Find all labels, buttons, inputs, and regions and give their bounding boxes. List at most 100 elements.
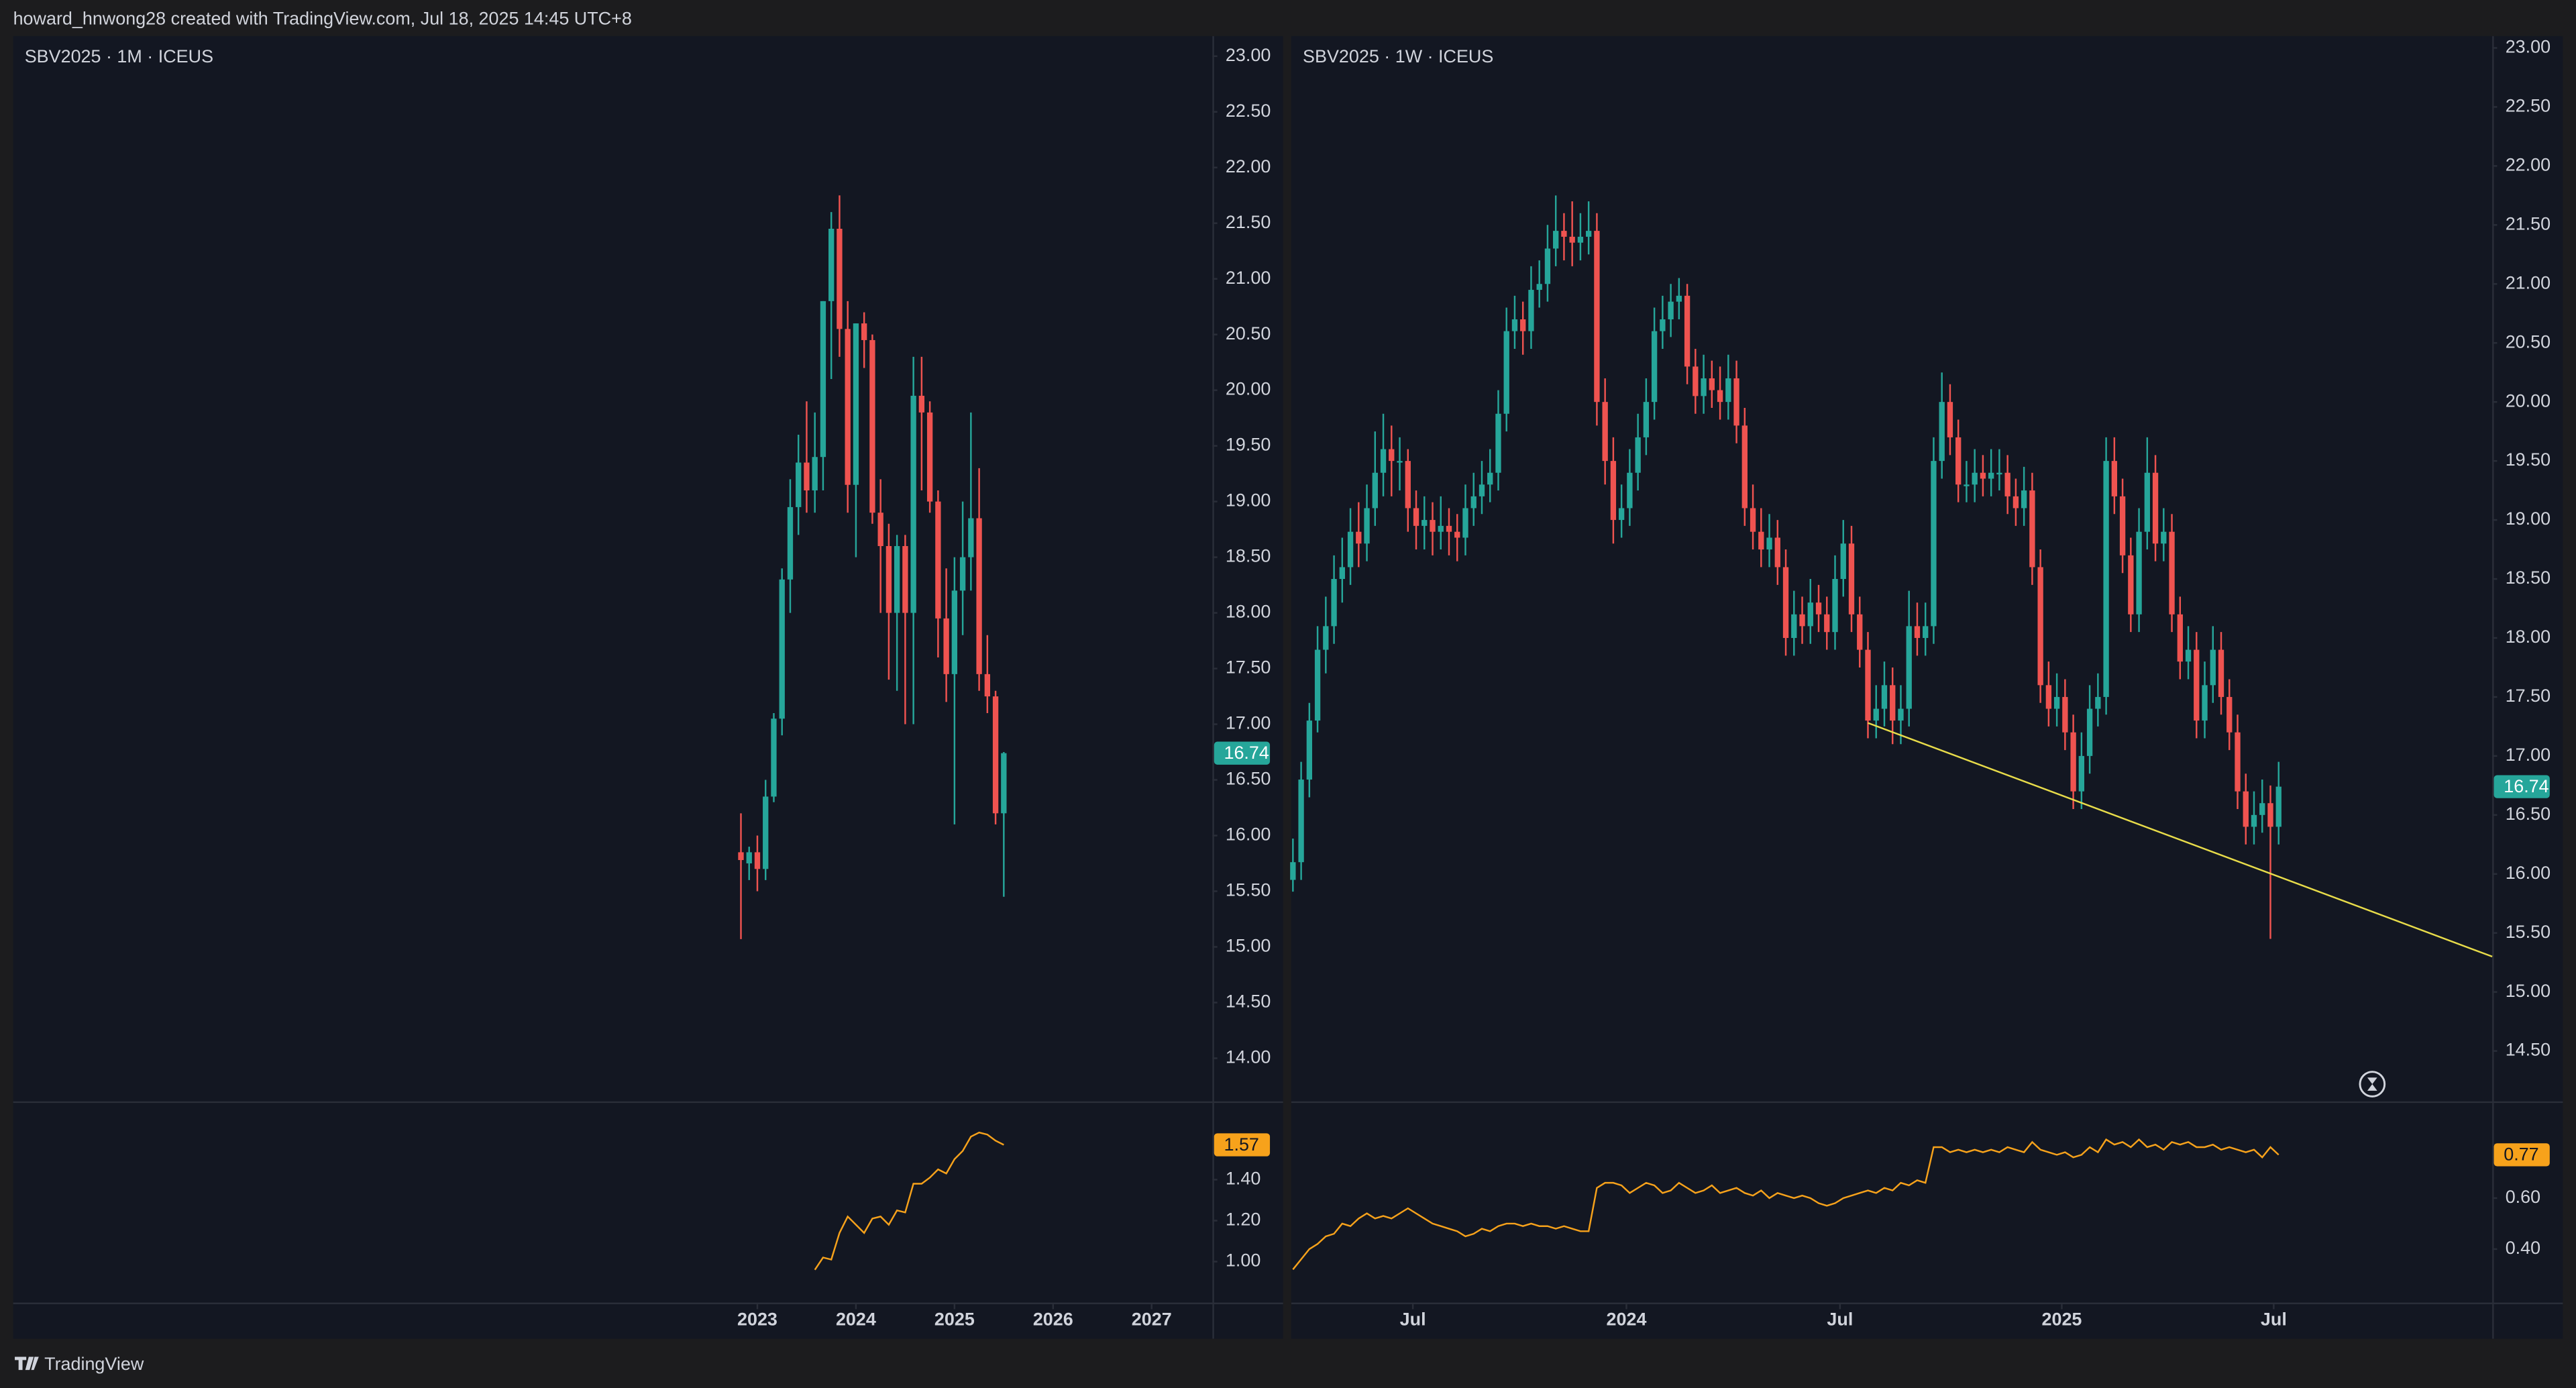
candle-body [1339, 567, 1345, 580]
candle-body [1980, 472, 1986, 479]
candle-body [1364, 508, 1370, 544]
candle-body [820, 301, 826, 458]
candle-body [1733, 378, 1739, 426]
candle-body [2177, 614, 2183, 662]
indicator-line [814, 1131, 1004, 1271]
y-tick-label: 1.40 [1226, 1169, 1260, 1189]
y-tick-label: 21.50 [1226, 212, 1271, 232]
y-tick-label: 16.50 [2506, 804, 2551, 824]
candle-body [1380, 449, 1387, 473]
y-tick-label: 22.00 [2506, 154, 2551, 174]
y-tick-label: 18.50 [1226, 546, 1271, 566]
candle-body [2078, 755, 2085, 792]
candle-body [1290, 862, 1296, 880]
candle-body [1750, 508, 1756, 532]
candle-body [1676, 295, 1682, 302]
candle-body [1618, 508, 1625, 521]
candle-body [1298, 780, 1304, 863]
candle-body [828, 228, 835, 301]
candle-body [2210, 649, 2216, 686]
y-tick-label: 20.50 [1226, 323, 1271, 343]
footer-brand: TradingView [44, 1354, 144, 1374]
last-value-badge [1214, 1133, 1271, 1157]
candle-body [1947, 402, 1953, 437]
candle-body [1544, 248, 1551, 284]
candle-body [2021, 490, 2027, 509]
indicator-line [1292, 1138, 2279, 1271]
candle-body [2004, 472, 2010, 496]
candle-body [2012, 496, 2019, 509]
candle-body [1693, 366, 1699, 396]
candle-body [968, 518, 974, 557]
candle-body [2111, 461, 2118, 496]
candle-body [959, 557, 966, 591]
candle-body [1939, 402, 1945, 462]
candle-body [1454, 531, 1460, 538]
y-tick-label: 15.00 [2506, 981, 2551, 1001]
candle-body [1372, 472, 1378, 509]
candle-body [910, 395, 916, 613]
candle-body [2259, 803, 2265, 815]
candle-body [1577, 236, 1584, 243]
candle-body [787, 506, 794, 580]
candle-body [2053, 696, 2060, 709]
candle-body [738, 852, 744, 861]
candle-body [2119, 496, 2126, 555]
y-tick-label: 16.00 [2506, 863, 2551, 883]
candle-body [1807, 602, 1813, 627]
candle-body [1651, 331, 1658, 403]
x-tick-label: 2023 [737, 1310, 777, 1330]
x-tick-label: 2025 [934, 1310, 975, 1330]
x-tick-label: 2026 [1033, 1310, 1073, 1330]
candle-body [1421, 520, 1428, 526]
candle-body [1430, 520, 1436, 532]
candle-body [1536, 284, 1542, 290]
candle-body [845, 329, 851, 485]
candle-body [976, 518, 982, 674]
candle-body [1306, 720, 1312, 780]
candle-body [877, 513, 883, 546]
candle-body [1881, 685, 1888, 709]
y-tick-label: 19.50 [2506, 449, 2551, 470]
candle-body [1914, 626, 1921, 638]
last-value-badge [1214, 741, 1271, 765]
candle-body [1314, 649, 1321, 721]
y-tick-label: 14.50 [2506, 1040, 2551, 1060]
chart-title: SBV2025 · 1W · ICEUS [1303, 46, 1493, 66]
header-text: howard_hnwong28 created with TradingView… [13, 8, 632, 28]
candle-body [2251, 814, 2257, 827]
y-tick-label: 17.00 [2506, 745, 2551, 765]
candle-body [1331, 579, 1337, 627]
candle-body [1840, 543, 1846, 580]
candle-body [1001, 753, 1007, 814]
y-tick-label: 0.60 [2506, 1187, 2540, 1207]
y-tick-label: 19.50 [1226, 435, 1271, 455]
y-tick-label: 21.00 [2506, 272, 2551, 292]
candle-body [918, 395, 925, 413]
candle-body [992, 696, 999, 814]
last-value-label: 16.74 [1224, 743, 1269, 763]
trendline [1868, 722, 2493, 958]
candle-body [1594, 231, 1600, 403]
candle-body [1462, 508, 1468, 538]
candle-body [984, 674, 990, 697]
candle-body [2275, 786, 2282, 827]
y-tick-label: 16.00 [1226, 824, 1271, 845]
candle-body [2037, 567, 2043, 686]
y-tick-label: 22.50 [1226, 101, 1271, 121]
candle-body [2103, 461, 2109, 697]
candle-body [943, 618, 949, 674]
candle-body [1438, 525, 1444, 532]
candle-body [1561, 231, 1567, 237]
candle-body [1356, 531, 1362, 544]
y-tick-label: 18.00 [1226, 602, 1271, 622]
candle-body [1495, 413, 1501, 473]
candle-body [1627, 472, 1633, 509]
candle-body [2235, 732, 2241, 792]
candle-body [1964, 484, 1970, 486]
candle-body [1503, 331, 1509, 414]
candle-body [1758, 531, 1764, 550]
y-tick-label: 17.50 [1226, 657, 1271, 678]
y-tick-label: 20.50 [2506, 331, 2551, 352]
candle-body [1741, 425, 1748, 509]
